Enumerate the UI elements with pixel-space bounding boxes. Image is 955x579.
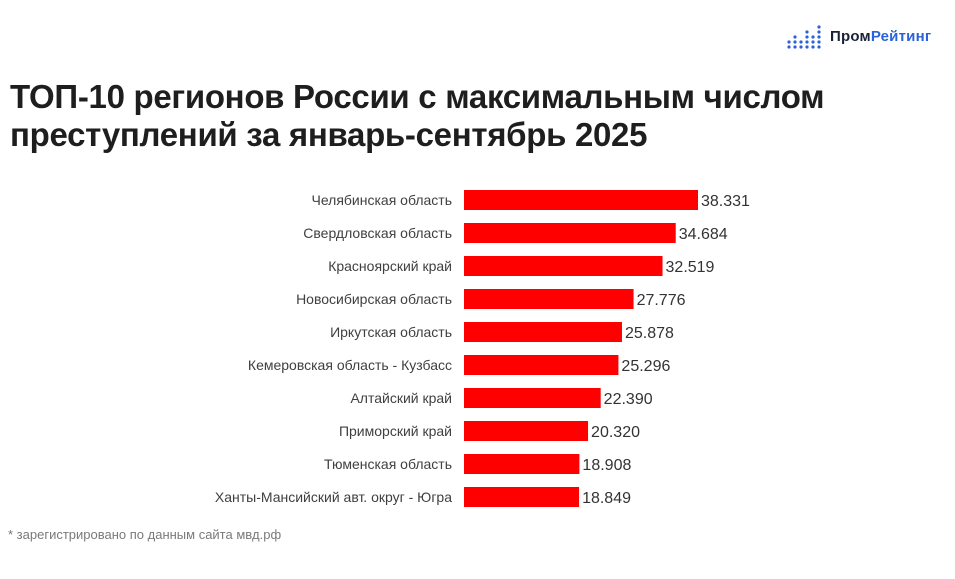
bar bbox=[464, 454, 580, 474]
value-label: 20.320 bbox=[591, 424, 640, 441]
value-label: 32.519 bbox=[666, 259, 715, 276]
category-label: Челябинская область bbox=[312, 192, 453, 208]
logo-text: ПромРейтинг bbox=[830, 28, 931, 45]
value-label: 18.849 bbox=[582, 490, 631, 507]
category-label: Новосибирская область bbox=[296, 291, 452, 307]
value-label: 22.390 bbox=[604, 391, 653, 408]
category-label: Алтайский край bbox=[350, 390, 452, 406]
bar-dots-icon bbox=[787, 25, 821, 49]
bar bbox=[464, 256, 663, 276]
bar bbox=[464, 289, 634, 309]
category-label: Приморский край bbox=[339, 423, 452, 439]
footnote: * зарегистрировано по данным сайта мвд.р… bbox=[8, 527, 282, 542]
bar bbox=[464, 190, 698, 210]
value-label: 27.776 bbox=[637, 292, 686, 309]
bar bbox=[464, 355, 619, 375]
category-label: Кемеровская область - Кузбасс bbox=[248, 357, 452, 373]
logo-name-part2: Рейтинг bbox=[870, 27, 932, 45]
value-label: 25.878 bbox=[625, 325, 674, 342]
value-label: 18.908 bbox=[582, 457, 631, 474]
bar bbox=[464, 487, 580, 507]
logo-name-part1: Пром bbox=[830, 27, 871, 45]
category-label: Иркутская область bbox=[330, 324, 452, 340]
bar bbox=[464, 421, 589, 441]
category-label: Красноярский край bbox=[328, 258, 452, 274]
title-line-1: ТОП-10 регионов России с максимальным чи… bbox=[10, 78, 825, 115]
category-label: Ханты-Мансийский авт. округ - Югра bbox=[215, 489, 452, 505]
title-line-2: преступлений за январь-сентябрь 2025 bbox=[10, 116, 648, 153]
value-label: 25.296 bbox=[621, 358, 670, 375]
bar bbox=[464, 223, 676, 243]
page-title: ТОП-10 регионов России с максимальным чи… bbox=[10, 78, 940, 154]
value-label: 38.331 bbox=[701, 193, 750, 210]
category-label: Свердловская область bbox=[303, 225, 452, 241]
bar bbox=[464, 388, 601, 408]
logo: ПромРейтинг bbox=[786, 22, 931, 50]
value-label: 34.684 bbox=[679, 226, 728, 243]
category-label: Тюменская область bbox=[324, 456, 452, 472]
bar bbox=[464, 322, 622, 342]
